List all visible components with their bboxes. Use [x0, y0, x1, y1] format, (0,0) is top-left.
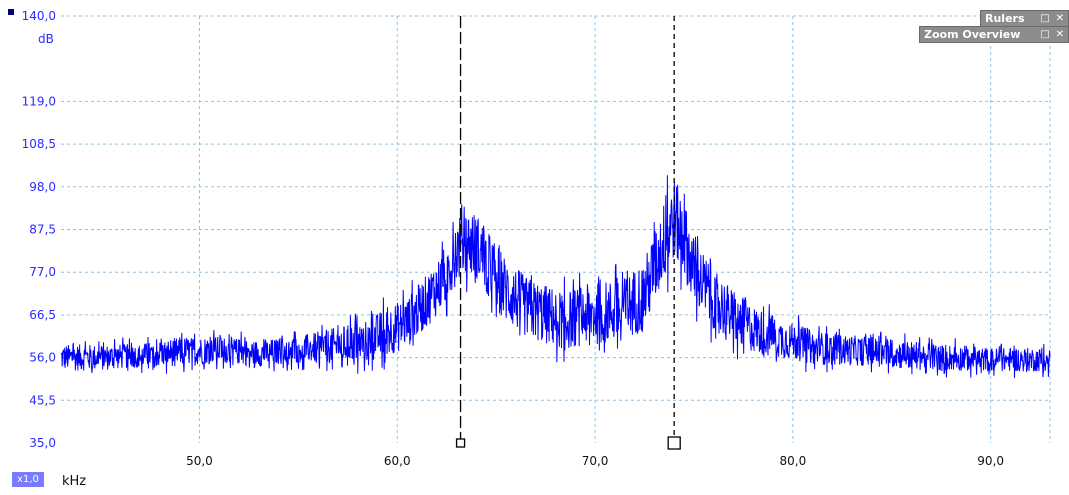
spectrum-series-line: [60, 175, 1051, 378]
rulers-panel-header[interactable]: Rulers □ ✕: [980, 10, 1069, 27]
restore-icon[interactable]: □: [1040, 29, 1050, 40]
x-tick-labels: 50,0 60,0 70,0 80,0 90,0: [186, 454, 1004, 468]
ruler-marker-handle[interactable]: [667, 436, 681, 450]
y-tick-label: 108,5: [22, 137, 56, 151]
x-tick-label: 80,0: [780, 454, 807, 468]
zoom-level-badge[interactable]: x1,0: [12, 472, 44, 487]
y-tick-label: 119,0: [22, 94, 56, 108]
x-tick-label: 70,0: [582, 454, 609, 468]
x-tick-label: 60,0: [384, 454, 411, 468]
restore-icon[interactable]: □: [1040, 13, 1050, 24]
y-tick-label: 98,0: [29, 180, 56, 194]
rulers-panel-title: Rulers: [985, 12, 1025, 25]
y-tick-label: 45,5: [29, 393, 56, 407]
ruler-markers[interactable]: [455, 16, 681, 450]
x-axis-unit: kHz: [62, 474, 87, 489]
close-icon[interactable]: ✕: [1055, 13, 1064, 24]
y-axis-top-marker-icon: [8, 9, 14, 15]
y-tick-label: 77,0: [29, 265, 56, 279]
zoom-overview-panel-header[interactable]: Zoom Overview □ ✕: [919, 26, 1069, 43]
x-tick-label: 90,0: [977, 454, 1004, 468]
grid-lines: [61, 15, 1051, 443]
y-tick-labels: 35,0 45,5 56,0 66,5 77,0 87,5 98,0 108,5 119,0 14…: [22, 9, 56, 450]
x-tick-label: 50,0: [186, 454, 213, 468]
y-tick-label: 35,0: [29, 436, 56, 450]
ruler-marker-handle[interactable]: [455, 438, 466, 448]
y-axis-unit: dB: [38, 32, 54, 46]
y-tick-label: 87,5: [29, 223, 56, 237]
y-tick-label: 66,5: [29, 308, 56, 322]
close-icon[interactable]: ✕: [1055, 29, 1064, 40]
zoom-overview-panel-title: Zoom Overview: [924, 28, 1021, 41]
y-tick-label: 140,0: [22, 9, 56, 23]
spectrum-trace: [60, 175, 1051, 378]
y-tick-label: 56,0: [29, 351, 56, 365]
